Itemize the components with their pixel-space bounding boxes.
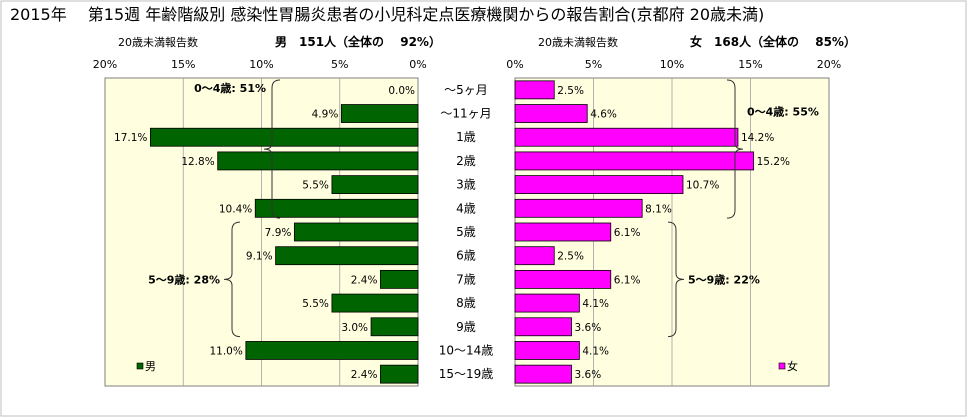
f-data-label: 2.5% bbox=[557, 251, 584, 263]
f-tick-label: 10% bbox=[660, 58, 684, 71]
m-data-label: 0.0% bbox=[388, 85, 415, 97]
f-bar bbox=[514, 127, 739, 147]
m-tick-label: 20% bbox=[93, 58, 117, 71]
category-label: 10～14歳 bbox=[439, 343, 494, 357]
m-bar bbox=[380, 364, 419, 384]
f-data-label: 8.1% bbox=[645, 203, 672, 215]
m-bracket bbox=[223, 221, 241, 338]
category-label: 8歳 bbox=[456, 296, 476, 310]
f-bar bbox=[514, 341, 580, 360]
f-bracket-label: 0～4歳: 55% bbox=[747, 105, 819, 119]
category-label: 6歳 bbox=[456, 249, 476, 263]
m-data-label: 17.1% bbox=[114, 132, 147, 144]
f-bar bbox=[514, 80, 555, 100]
m-data-label: 12.8% bbox=[181, 156, 214, 168]
m-header-total: 男 151人（全体の 92%） bbox=[275, 34, 441, 49]
category-label: 2歳 bbox=[456, 154, 476, 168]
category-label: ～5ヶ月 bbox=[444, 83, 488, 97]
f-tick-label: 20% bbox=[817, 58, 841, 71]
category-label: 3歳 bbox=[456, 178, 476, 192]
f-bar bbox=[514, 222, 612, 242]
f-tick-label: 5% bbox=[585, 58, 602, 71]
m-legend-label: 男 bbox=[145, 360, 156, 373]
m-bar bbox=[254, 198, 419, 218]
f-data-label: 2.5% bbox=[557, 85, 584, 97]
f-data-label: 6.1% bbox=[614, 274, 641, 286]
chart-title: 2015年 第15週 年齢階級別 感染性胃腸炎患者の小児科定点医療機関からの報告… bbox=[10, 5, 764, 24]
m-tick-label: 5% bbox=[331, 58, 348, 71]
m-data-label: 3.0% bbox=[341, 322, 368, 334]
m-data-label: 4.9% bbox=[312, 109, 339, 121]
f-bar bbox=[514, 317, 572, 337]
m-data-label: 5.5% bbox=[302, 180, 329, 192]
category-label: 1歳 bbox=[456, 130, 476, 144]
f-bracket-label: 5～9歳: 22% bbox=[688, 272, 760, 286]
f-bracket bbox=[667, 221, 685, 338]
f-data-label: 3.6% bbox=[575, 369, 602, 381]
f-data-label: 4.1% bbox=[582, 298, 609, 310]
f-legend-swatch bbox=[778, 362, 786, 370]
f-bar bbox=[514, 104, 588, 123]
m-bracket-label: 0～4歳: 51% bbox=[194, 81, 266, 95]
category-label: 9歳 bbox=[456, 320, 476, 334]
f-legend-label: 女 bbox=[787, 359, 798, 373]
m-data-label: 9.1% bbox=[246, 251, 273, 263]
f-bracket bbox=[726, 79, 744, 219]
f-tick-label: 0% bbox=[506, 58, 523, 71]
category-label: 7歳 bbox=[456, 272, 476, 286]
m-tick-label: 0% bbox=[409, 58, 426, 71]
m-bar bbox=[380, 269, 419, 289]
m-data-label: 7.9% bbox=[265, 227, 292, 239]
m-tick-label: 10% bbox=[249, 58, 273, 71]
f-data-label: 6.1% bbox=[614, 227, 641, 239]
m-bar bbox=[340, 104, 419, 123]
m-bracket-label: 5～9歳: 28% bbox=[148, 272, 220, 286]
f-bar bbox=[514, 175, 684, 195]
m-bar bbox=[217, 151, 419, 171]
f-bar bbox=[514, 151, 755, 171]
f-data-label: 10.7% bbox=[686, 180, 719, 192]
m-bar bbox=[149, 127, 419, 147]
f-data-label: 14.2% bbox=[741, 132, 774, 144]
m-bar bbox=[331, 175, 419, 195]
f-tick-label: 15% bbox=[738, 58, 762, 71]
m-data-label: 2.4% bbox=[351, 274, 378, 286]
category-labels: ～5ヶ月 ～11ヶ月 1歳 2歳 3歳 4歳 5歳 6歳 7歳 8歳 9歳 10～14歳 15～19歳 bbox=[439, 83, 494, 381]
m-bar bbox=[331, 293, 419, 313]
category-label: ～11ヶ月 bbox=[440, 107, 491, 121]
m-tick-label: 15% bbox=[171, 58, 195, 71]
category-label: 15～19歳 bbox=[439, 367, 494, 381]
m-data-label: 5.5% bbox=[302, 298, 329, 310]
f-bar bbox=[514, 269, 612, 289]
f-data-label: 15.2% bbox=[757, 156, 790, 168]
m-bar bbox=[370, 317, 419, 337]
male-panel: 20歳未満報告数 男 151人（全体の 92%） 20% 15% 10% 5% 0% 0.0%… bbox=[93, 34, 441, 387]
m-bar bbox=[245, 341, 419, 360]
f-bar bbox=[514, 293, 580, 313]
f-bar bbox=[514, 198, 643, 218]
m-bracket bbox=[263, 79, 281, 219]
m-data-label: 10.4% bbox=[219, 203, 252, 215]
m-data-label: 11.0% bbox=[209, 345, 242, 357]
f-data-label: 3.6% bbox=[575, 322, 602, 334]
category-label: 4歳 bbox=[456, 201, 476, 215]
f-bar bbox=[514, 246, 555, 266]
category-label: 5歳 bbox=[456, 225, 476, 239]
f-data-label: 4.1% bbox=[582, 345, 609, 357]
f-header-count-label: 20歳未満報告数 bbox=[538, 36, 618, 49]
female-panel: 20歳未満報告数 女 168人（全体の 85%） 0% 5% 10% 15% 20% 2.5%… bbox=[506, 34, 856, 387]
m-data-label: 2.4% bbox=[351, 369, 378, 381]
m-legend-swatch bbox=[136, 362, 144, 370]
f-data-label: 4.6% bbox=[590, 109, 617, 121]
f-bar bbox=[514, 364, 572, 384]
m-header-count-label: 20歳未満報告数 bbox=[118, 36, 198, 49]
f-header-total: 女 168人（全体の 85%） bbox=[690, 34, 856, 49]
m-bar bbox=[293, 222, 419, 242]
m-bar bbox=[275, 246, 419, 266]
